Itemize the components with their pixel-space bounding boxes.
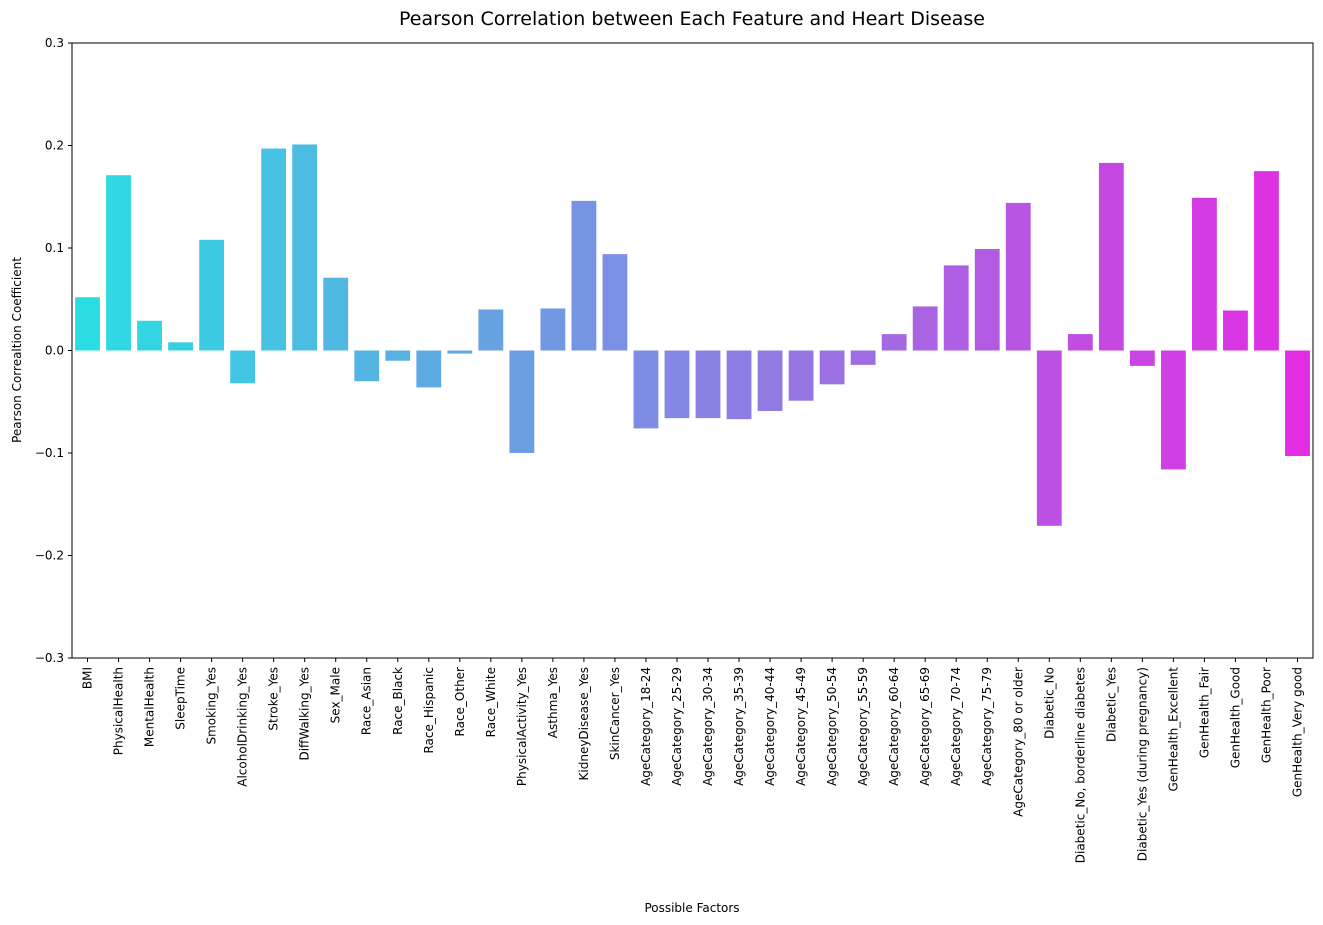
x-tick-label: AgeCategory_65-69 xyxy=(918,667,932,786)
x-tick-label: AgeCategory_40-44 xyxy=(763,667,777,786)
y-axis-ticks: −0.3 −0.2 −0.1 0.0 0.1 0.2 0.3 xyxy=(35,36,72,665)
x-tick-label: GenHealth_Poor xyxy=(1259,667,1273,763)
x-tick-label: Race_Other xyxy=(453,667,467,737)
x-tick-label: AgeCategory_45-49 xyxy=(794,667,808,786)
bar xyxy=(354,350,380,382)
y-tick-label: −0.1 xyxy=(35,446,64,460)
x-tick-label: AgeCategory_18-24 xyxy=(639,667,653,786)
x-tick-label: MentalHealth xyxy=(143,667,157,747)
x-tick-label: Race_White xyxy=(484,667,498,737)
bar xyxy=(695,350,721,419)
x-tick-label: KidneyDisease_Yes xyxy=(577,667,591,780)
x-tick-label: Asthma_Yes xyxy=(546,667,560,738)
x-tick-label: Diabetic_No, borderline diabetes xyxy=(1073,667,1087,863)
bar xyxy=(168,342,193,351)
x-tick-label: AgeCategory_75-79 xyxy=(980,667,994,786)
bar xyxy=(1223,310,1248,351)
bar xyxy=(912,306,938,351)
bar xyxy=(1160,350,1186,470)
bar xyxy=(199,239,225,351)
y-tick-label: −0.3 xyxy=(35,651,64,665)
x-tick-label: GenHealth_Good xyxy=(1228,667,1242,768)
x-tick-label: AgeCategory_60-64 xyxy=(887,667,901,786)
bar xyxy=(602,254,628,351)
bar xyxy=(1067,334,1093,351)
bar xyxy=(385,350,411,361)
x-tick-label: Diabetic_No xyxy=(1042,667,1056,739)
plot-frame xyxy=(71,42,1314,659)
bar xyxy=(1192,197,1217,351)
bar xyxy=(292,144,318,351)
bar xyxy=(633,350,659,429)
x-tick-label: GenHealth_Excellent xyxy=(1166,667,1180,792)
x-tick-label: Diabetic_Yes xyxy=(1104,667,1118,742)
y-tick-label: −0.2 xyxy=(35,549,64,563)
bar xyxy=(323,277,349,351)
x-tick-label: PhysicalActivity_Yes xyxy=(515,667,529,786)
bar xyxy=(850,350,876,365)
x-tick-label: PhysicalHealth xyxy=(112,667,126,755)
x-tick-label: Race_Hispanic xyxy=(422,667,436,754)
x-tick-label: Sex_Male xyxy=(329,667,343,723)
x-tick-label: GenHealth_Fair xyxy=(1197,667,1211,758)
x-tick-label: Stroke_Yes xyxy=(267,667,281,731)
bar xyxy=(447,350,473,354)
x-tick-label: BMI xyxy=(81,667,95,689)
bar xyxy=(1036,350,1062,526)
bar xyxy=(230,350,256,384)
bar xyxy=(571,200,597,351)
x-tick-label: AgeCategory_70-74 xyxy=(949,667,963,786)
chart-title: Pearson Correlation between Each Feature… xyxy=(399,8,985,30)
x-axis-label: Possible Factors xyxy=(644,901,739,915)
bar xyxy=(509,350,535,453)
bar xyxy=(757,350,783,411)
bar xyxy=(943,265,969,351)
bar xyxy=(974,249,1000,351)
bar xyxy=(261,148,287,351)
bars-group xyxy=(75,144,1310,526)
x-tick-label: Diabetic_Yes (during pregnancy) xyxy=(1135,667,1149,861)
x-tick-label: AgeCategory_80 or older xyxy=(1011,667,1025,817)
x-tick-label: SleepTime xyxy=(174,667,188,730)
bar xyxy=(1098,162,1124,351)
bar xyxy=(819,350,845,385)
bar xyxy=(1285,350,1310,457)
x-tick-label: AgeCategory_35-39 xyxy=(732,667,746,786)
bar xyxy=(416,350,442,388)
x-tick-label: AgeCategory_25-29 xyxy=(670,667,684,786)
x-tick-label: SkinCancer_Yes xyxy=(608,667,622,760)
x-tick-label: AgeCategory_50-54 xyxy=(825,667,839,786)
bar xyxy=(881,334,907,351)
bar xyxy=(726,350,752,420)
x-tick-label: Race_Black xyxy=(391,667,405,735)
x-tick-label: AgeCategory_30-34 xyxy=(701,667,715,786)
y-axis-label: Pearson Correaltion Coefficient xyxy=(10,257,24,443)
y-tick-label: 0.2 xyxy=(45,139,64,153)
bar xyxy=(106,175,131,351)
bar xyxy=(1254,171,1279,351)
x-axis-ticks: BMI PhysicalHealth MentalHealth SleepTime Sm… xyxy=(81,658,1304,863)
bar xyxy=(664,350,690,419)
x-tick-label: AlcoholDrinking_Yes xyxy=(236,667,250,787)
y-tick-label: 0.3 xyxy=(45,36,64,50)
bar xyxy=(1129,350,1155,366)
x-tick-label: DiffWalking_Yes xyxy=(298,667,312,761)
x-tick-label: Smoking_Yes xyxy=(205,667,219,745)
bar xyxy=(75,297,100,351)
bar xyxy=(137,320,162,351)
bar xyxy=(540,308,566,351)
bar xyxy=(478,309,504,351)
x-tick-label: AgeCategory_55-59 xyxy=(856,667,870,786)
bar xyxy=(1005,202,1031,351)
x-tick-label: GenHealth_Very good xyxy=(1290,667,1304,797)
y-tick-label: 0.1 xyxy=(45,241,64,255)
y-tick-label: 0.0 xyxy=(45,344,64,358)
x-tick-label: Race_Asian xyxy=(360,667,374,735)
bar xyxy=(788,350,814,401)
